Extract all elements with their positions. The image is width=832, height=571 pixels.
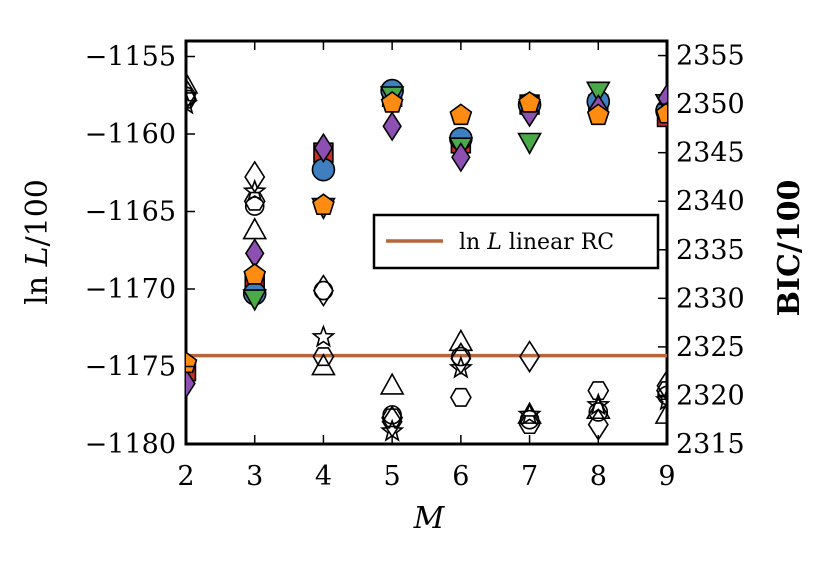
y-left-tick-label: −1180: [85, 429, 176, 460]
bic-point-triangle-up: [448, 328, 474, 352]
lnL-point-green-triangle-down: [242, 289, 268, 312]
bic-point-star: [654, 387, 667, 411]
lnL-point-orange-pentagon: [312, 193, 335, 215]
y-left-tick-label: −1160: [85, 119, 176, 150]
y-right-tick-label: 2335: [676, 235, 745, 266]
axes-frame-layer: [184, 39, 669, 446]
bic-point-hexagon: [518, 415, 541, 435]
y-right-tick-label: 2355: [676, 41, 745, 72]
x-axis-title: M: [413, 501, 446, 536]
y-left-axis-title-rest: /100: [20, 179, 55, 246]
bic-point-diamond: [312, 274, 334, 308]
lnL-point-orange-pentagon: [243, 263, 267, 285]
bic-point-hexagon: [381, 408, 404, 428]
y-right-tick-label: 2350: [676, 89, 745, 120]
lnL-point-orange-pentagon: [586, 103, 610, 126]
x-tick-label: 5: [384, 461, 401, 492]
legend: ln L linear RC: [372, 213, 660, 270]
bic-point-circle: [451, 346, 471, 367]
ticks-layer: [185, 41, 668, 445]
y-right-tick-label: 2315: [676, 429, 745, 460]
lnL-point-green-triangle-down: [517, 132, 542, 155]
x-tick-label: 9: [658, 461, 675, 492]
bic-point-diamond: [519, 340, 541, 374]
bic-point-circle: [519, 409, 540, 430]
bic-point-star: [586, 392, 611, 416]
y-left-axis-title-L: L: [20, 247, 55, 268]
y-left-axis-title: ln L/100: [20, 179, 55, 305]
lnL-point-orange-pentagon: [518, 91, 541, 113]
bic-point-hexagon: [656, 381, 667, 401]
x-tick-label: 8: [590, 461, 607, 492]
legend-L: L: [486, 230, 502, 255]
bic-point-star: [311, 324, 336, 348]
x-tick-label: 3: [246, 461, 263, 492]
lnL-point-green-triangle-down: [585, 81, 611, 104]
legend-ln: ln: [459, 230, 487, 255]
y-right-tick-label: 2325: [676, 332, 745, 363]
x-tick-label: 2: [177, 461, 194, 492]
lnL-point-purple-diamond: [382, 111, 402, 142]
bic-point-diamond: [656, 369, 667, 403]
bic-point-hexagon: [449, 387, 472, 407]
bic-point-circle: [588, 402, 609, 422]
bic-point-hexagon: [587, 381, 610, 401]
bic-point-triangle-up: [242, 217, 268, 240]
y-right-tick-label: 2330: [676, 283, 745, 314]
lnL-point-purple-diamond: [186, 368, 196, 399]
lnL-point-orange-pentagon: [449, 103, 473, 126]
y-left-tick-label: −1165: [85, 197, 176, 228]
plot-frame: [184, 39, 669, 446]
bic-point-triangle-up: [654, 401, 667, 424]
legend-entry-label: ln L linear RC: [459, 230, 614, 255]
x-tick-label: 7: [521, 461, 538, 492]
bic-point-triangle-up: [186, 71, 199, 94]
tick-labels-layer: 2 3 4 5 6 7 8 9−1180−1175−1170−1165−1160−115523…: [85, 41, 745, 492]
bic-point-circle: [244, 196, 265, 216]
bic-point-hexagon: [186, 89, 197, 109]
y-right-tick-label: 2345: [676, 138, 745, 169]
lnL-point-purple-diamond: [244, 238, 265, 269]
marks-layer: [186, 71, 667, 442]
bic-point-star: [448, 355, 474, 379]
lnL-point-orange-pentagon: [380, 91, 404, 113]
bic-point-triangle-up: [379, 372, 405, 395]
y-left-axis-title-ln: ln: [20, 266, 55, 304]
x-tick-label: 6: [452, 461, 469, 492]
lnL-point-purple-diamond: [313, 132, 334, 164]
bic-point-hexagon: [312, 347, 335, 367]
y-right-tick-label: 2340: [676, 186, 745, 217]
y-right-tick-label: 2320: [676, 380, 745, 411]
x-tick-label: 4: [315, 461, 332, 492]
legend-rest: linear RC: [502, 230, 614, 255]
lnL-point-orange-pentagon: [186, 351, 198, 374]
bic-point-circle: [382, 405, 402, 425]
y-left-tick-label: −1155: [85, 42, 176, 73]
bic-point-circle: [186, 86, 196, 107]
bic-point-circle: [313, 280, 334, 301]
y-right-axis-title: BIC/100: [772, 180, 807, 317]
y-left-tick-label: −1170: [85, 274, 176, 305]
bic-point-star: [242, 178, 267, 202]
y-left-tick-label: −1175: [85, 352, 176, 383]
lnL-point-purple-diamond: [451, 142, 471, 173]
lnL-point-orange-pentagon: [655, 101, 667, 124]
bic-point-star: [517, 402, 542, 426]
bic-point-hexagon: [243, 191, 266, 211]
